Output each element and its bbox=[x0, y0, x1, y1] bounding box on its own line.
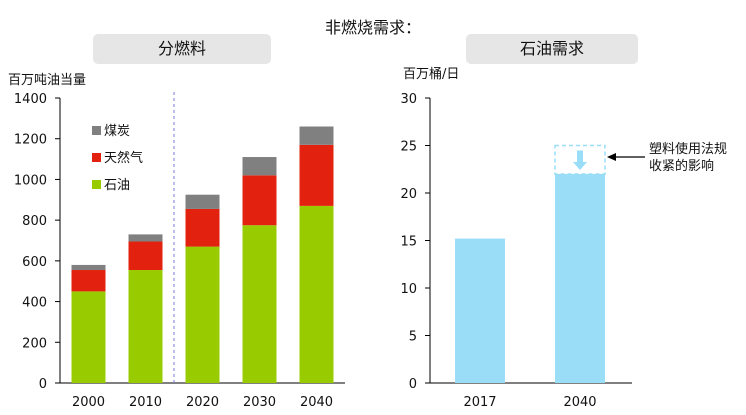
right-y-tick-label: 5 bbox=[409, 330, 417, 345]
legend-swatch bbox=[92, 126, 101, 135]
left-y-tick-label: 0 bbox=[39, 377, 47, 392]
left-bar-coal-2020 bbox=[185, 194, 220, 209]
left-bar-gas-2030 bbox=[242, 175, 277, 226]
right-y-tick-label: 20 bbox=[400, 187, 417, 202]
right-x-tick-label: 2017 bbox=[463, 395, 496, 410]
projected-reduction-box bbox=[554, 144, 606, 175]
right-y-tick-label: 10 bbox=[400, 282, 417, 297]
left-y-tick-label: 200 bbox=[22, 336, 47, 351]
left-bar-gas-2040 bbox=[299, 144, 334, 206]
left-bar-gas-2020 bbox=[185, 208, 220, 247]
right-y-axis-label: 百万桶/日 bbox=[403, 67, 459, 82]
left-y-axis-label: 百万吨油当量 bbox=[8, 73, 86, 88]
left-y-tick-label: 400 bbox=[22, 296, 47, 311]
annotation-text: 塑料使用法规 bbox=[649, 141, 727, 157]
right-y-tick-label: 15 bbox=[400, 235, 417, 250]
left-bar-coal-2040 bbox=[299, 126, 334, 145]
left-bar-oil-2040 bbox=[299, 205, 334, 383]
legend-label: 石油 bbox=[104, 178, 130, 193]
right-y-tick-label: 25 bbox=[400, 140, 417, 155]
annotation-pointer-head bbox=[607, 153, 616, 161]
left-y-tick-label: 1200 bbox=[14, 133, 47, 148]
left-bar-gas-2010 bbox=[128, 241, 163, 271]
legend-swatch bbox=[92, 153, 101, 162]
left-bar-coal-2000 bbox=[71, 264, 106, 271]
left-y-tick-label: 800 bbox=[22, 214, 47, 229]
right-bar-2017 bbox=[455, 238, 505, 383]
left-bar-coal-2030 bbox=[242, 157, 277, 176]
left-x-tick-label: 2020 bbox=[186, 395, 219, 410]
right-bar-2040 bbox=[555, 174, 605, 383]
left-bar-gas-2000 bbox=[71, 270, 106, 292]
left-x-tick-label: 2010 bbox=[129, 395, 162, 410]
left-panel-title: 分燃料 bbox=[93, 34, 271, 64]
left-bar-oil-2030 bbox=[242, 225, 277, 383]
left-y-tick-label: 600 bbox=[22, 255, 47, 270]
annotation-text: 收紧的影响 bbox=[649, 158, 714, 174]
left-bar-coal-2010 bbox=[128, 234, 163, 242]
legend-label: 天然气 bbox=[104, 150, 143, 166]
left-bar-oil-2000 bbox=[71, 291, 106, 383]
left-bar-oil-2010 bbox=[128, 270, 163, 383]
left-x-tick-label: 2030 bbox=[243, 395, 276, 410]
right-y-tick-label: 0 bbox=[409, 377, 417, 392]
reduction-arrow-shaft bbox=[577, 150, 583, 163]
left-y-tick-label: 1400 bbox=[14, 92, 47, 107]
chart-main-title: 非燃烧需求： bbox=[324, 18, 421, 37]
right-y-tick-label: 30 bbox=[400, 92, 417, 107]
left-bar-oil-2020 bbox=[185, 246, 220, 383]
right-x-tick-label: 2040 bbox=[563, 395, 596, 410]
right-panel-title: 石油需求 bbox=[466, 34, 638, 64]
left-x-tick-label: 2040 bbox=[300, 395, 333, 410]
reduction-arrow-head bbox=[573, 162, 587, 170]
left-x-tick-label: 2000 bbox=[72, 395, 105, 410]
legend-swatch bbox=[92, 180, 101, 189]
legend-label: 煤炭 bbox=[104, 124, 130, 139]
left-y-tick-label: 1000 bbox=[14, 173, 47, 188]
